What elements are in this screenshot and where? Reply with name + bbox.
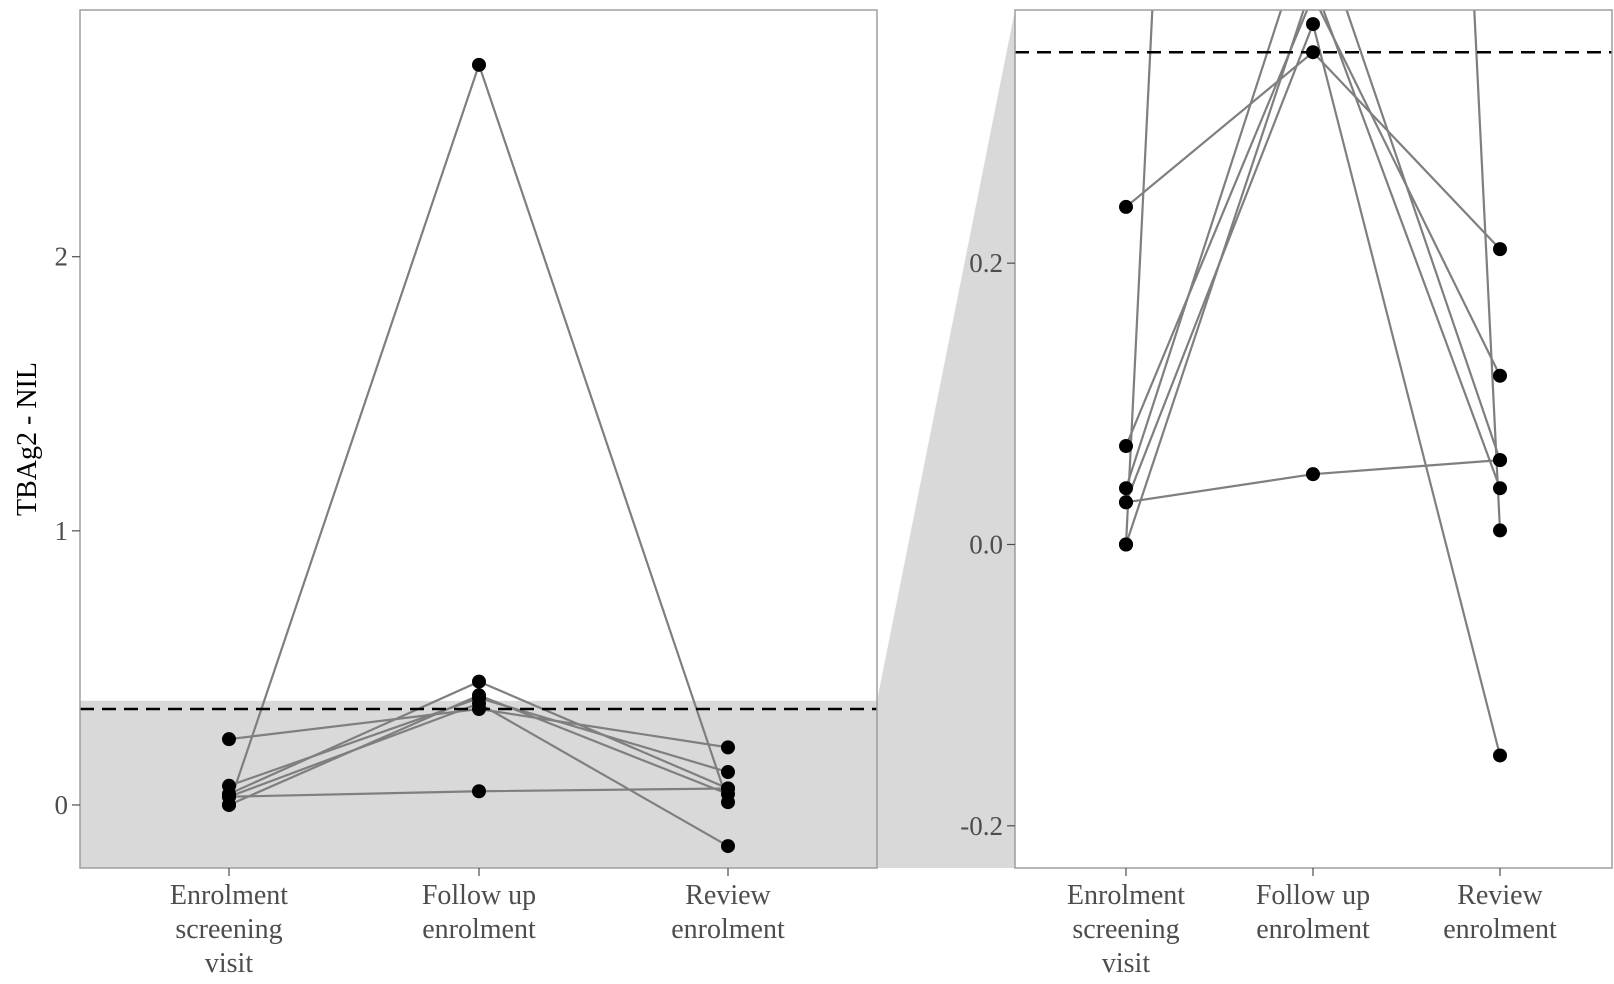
series-line — [1124, 10, 1502, 489]
y-tick-label: 0.2 — [969, 248, 1003, 278]
data-point — [721, 839, 735, 854]
series-line — [1124, 10, 1502, 545]
data-point — [1119, 495, 1133, 510]
data-point — [1493, 368, 1507, 383]
data-point — [1493, 242, 1507, 257]
data-point — [1119, 439, 1133, 454]
x-tick-label: Follow up enrolment — [422, 880, 536, 945]
y-tick-label: -0.2 — [960, 811, 1003, 841]
y-tick-label: 0 — [55, 790, 69, 820]
data-point — [472, 784, 486, 799]
zoom-connector — [877, 10, 1015, 868]
main-panel: 0 1 2 Enrolment screening visit Follow up enro… — [12, 9, 878, 979]
zoom-panel-border — [1014, 9, 1613, 869]
data-point — [721, 740, 735, 755]
data-point — [1306, 467, 1320, 482]
data-point — [472, 57, 486, 72]
x-tick-label: Review enrolment — [1443, 880, 1557, 945]
x-tick-label: Follow up enrolment — [1256, 880, 1370, 945]
data-point — [1306, 17, 1320, 32]
y-tick-label: 1 — [55, 516, 69, 546]
x-tick-label: Review enrolment — [671, 880, 785, 945]
y-tick-label: 0.0 — [969, 529, 1003, 559]
data-point — [721, 786, 735, 801]
zoom-panel: -0.2 0.0 0.2 Enrolment screening visit Follow… — [960, 9, 1613, 979]
data-point — [1119, 537, 1133, 552]
data-point — [1119, 481, 1133, 496]
x-tick-label: Enrolment screening visit — [1067, 880, 1185, 979]
series-line — [1125, 50, 1501, 250]
data-point — [721, 765, 735, 780]
data-point — [472, 674, 486, 689]
data-point — [1493, 748, 1507, 763]
data-point — [1493, 523, 1507, 538]
data-point — [222, 732, 236, 747]
series-line — [1124, 10, 1502, 545]
series-line — [1125, 459, 1501, 504]
data-point — [472, 688, 486, 703]
data-point — [1493, 481, 1507, 496]
data-point — [1493, 453, 1507, 468]
y-tick-label: 2 — [55, 242, 69, 272]
y-axis-title: TBAg2 - NIL — [12, 362, 43, 516]
x-tick-label: Enrolment screening visit — [170, 880, 288, 979]
data-point — [1306, 45, 1320, 60]
data-point — [1119, 199, 1133, 214]
data-point — [222, 797, 236, 812]
series-line — [1124, 20, 1502, 756]
